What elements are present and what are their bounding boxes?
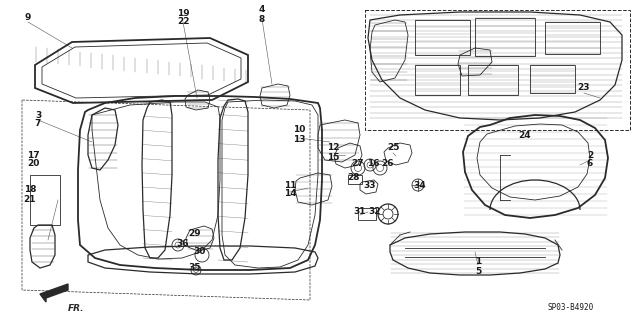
Bar xyxy=(530,65,575,93)
Text: 15: 15 xyxy=(327,152,339,161)
Text: 32: 32 xyxy=(369,207,381,217)
Text: 18: 18 xyxy=(24,186,36,195)
Text: 28: 28 xyxy=(348,174,360,182)
Text: 29: 29 xyxy=(189,228,202,238)
Text: 19: 19 xyxy=(177,9,189,18)
Text: 6: 6 xyxy=(587,160,593,168)
Text: 30: 30 xyxy=(194,248,206,256)
Text: 23: 23 xyxy=(578,84,590,93)
Bar xyxy=(348,175,362,184)
Text: 1: 1 xyxy=(475,257,481,266)
Text: 26: 26 xyxy=(381,159,393,167)
Text: 4: 4 xyxy=(259,5,265,14)
Text: 16: 16 xyxy=(367,159,380,167)
Text: 10: 10 xyxy=(293,125,305,135)
Text: 8: 8 xyxy=(259,14,265,24)
Text: 5: 5 xyxy=(475,266,481,276)
Text: 12: 12 xyxy=(327,144,339,152)
Bar xyxy=(415,65,460,95)
Text: 11: 11 xyxy=(284,181,296,189)
Text: 9: 9 xyxy=(25,13,31,23)
Bar xyxy=(475,18,535,56)
Text: 7: 7 xyxy=(35,120,41,129)
Bar xyxy=(468,65,518,95)
Text: 36: 36 xyxy=(177,239,189,248)
Text: 14: 14 xyxy=(284,189,296,198)
Text: 21: 21 xyxy=(24,195,36,204)
Text: 31: 31 xyxy=(354,207,366,217)
Bar xyxy=(358,208,376,220)
Text: 2: 2 xyxy=(587,151,593,160)
Text: 13: 13 xyxy=(292,135,305,144)
Text: 27: 27 xyxy=(352,159,364,167)
Text: 33: 33 xyxy=(364,181,376,189)
Text: 35: 35 xyxy=(189,263,201,272)
Bar xyxy=(545,22,600,54)
Text: 24: 24 xyxy=(518,130,531,139)
Bar xyxy=(415,20,470,55)
Text: 22: 22 xyxy=(177,18,189,26)
Text: 17: 17 xyxy=(27,151,39,160)
Text: 3: 3 xyxy=(35,110,41,120)
Text: 25: 25 xyxy=(387,144,399,152)
Polygon shape xyxy=(40,284,68,302)
Text: FR.: FR. xyxy=(68,304,84,313)
Text: 20: 20 xyxy=(27,160,39,168)
Text: SP03-B4920: SP03-B4920 xyxy=(548,303,595,313)
Text: 34: 34 xyxy=(413,181,426,189)
